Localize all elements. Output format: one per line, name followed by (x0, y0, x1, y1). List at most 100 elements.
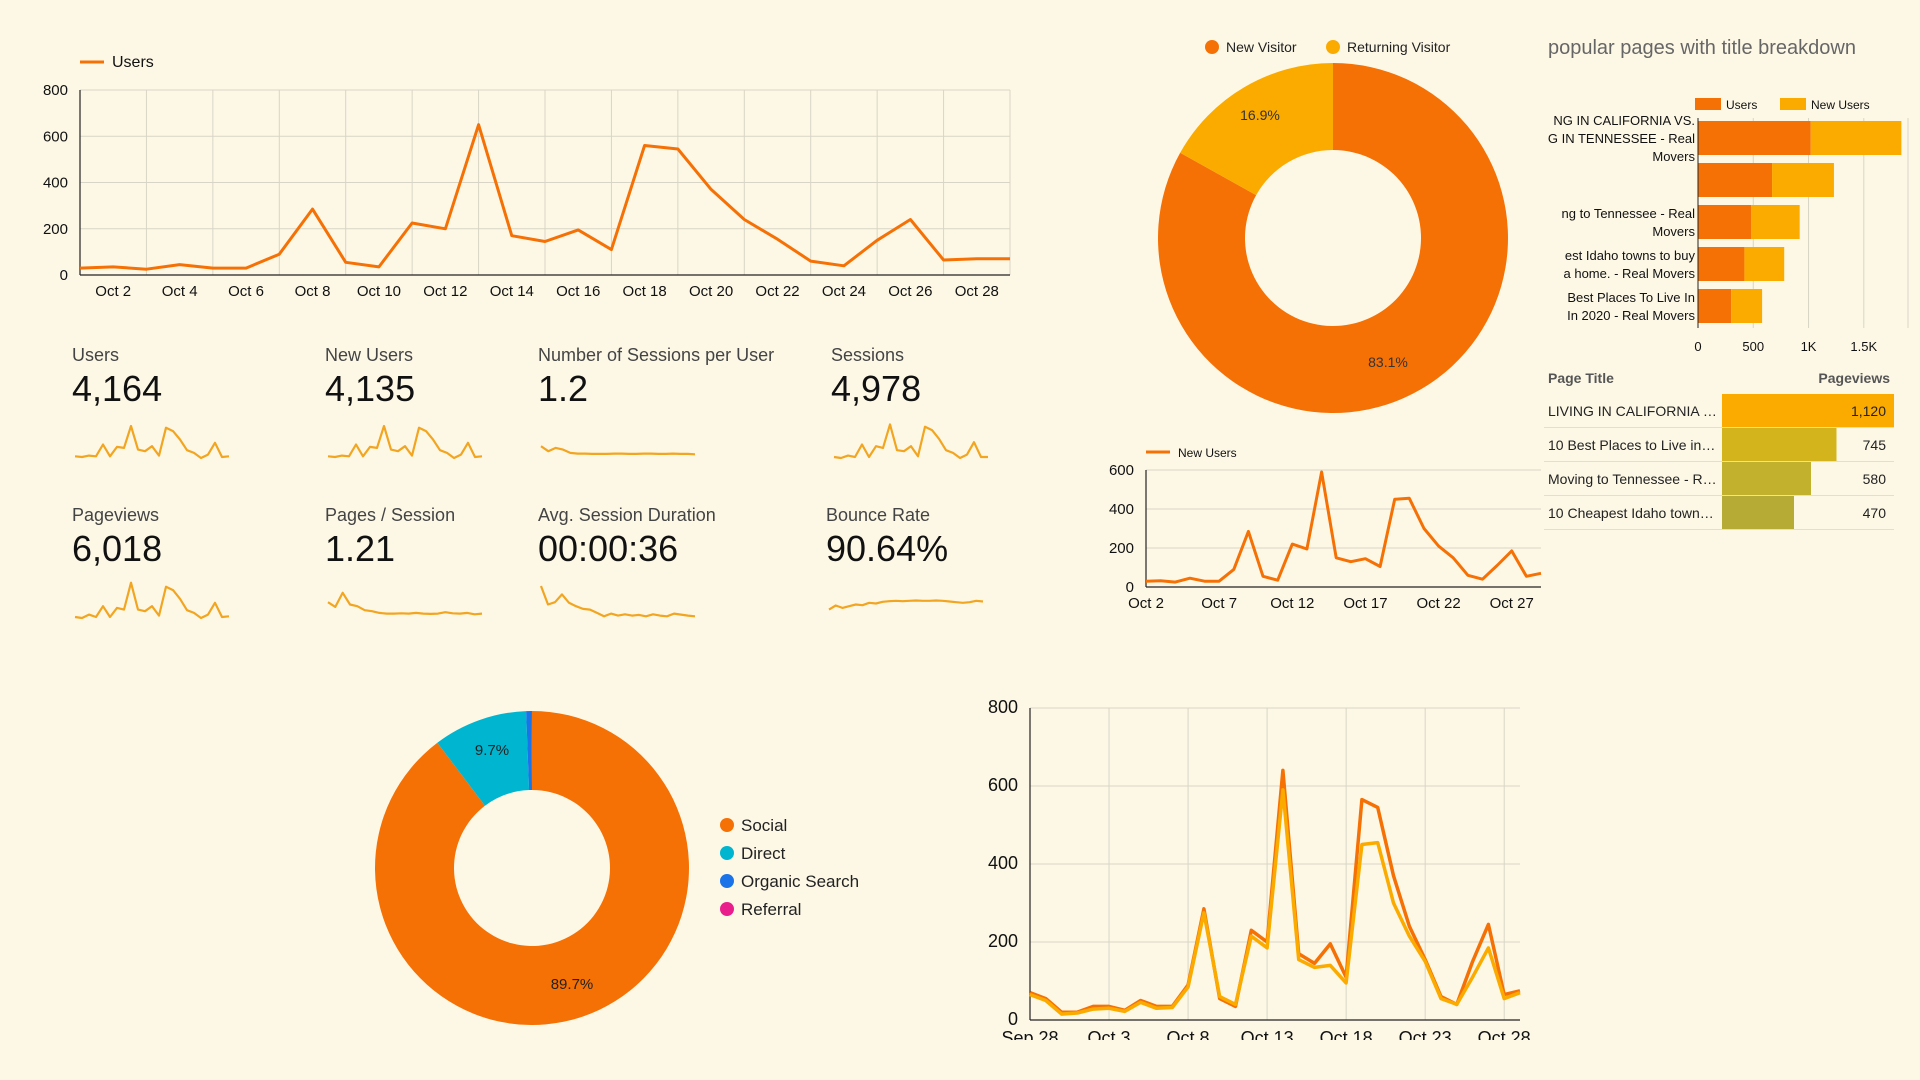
y-tick-label: 200 (1109, 540, 1134, 557)
kpi-pageviews-label: Pageviews (72, 505, 160, 525)
sparkline-path (327, 424, 483, 460)
x-tick-label: Oct 20 (689, 283, 733, 300)
x-tick-label: Oct 27 (1490, 595, 1534, 612)
bar-new-users (1731, 289, 1763, 323)
kpi-users: Users 4,164 (72, 345, 272, 466)
y-tick-label: 200 (43, 221, 68, 238)
legend-organic-search: Organic Search (741, 872, 859, 891)
x-tick-label: Oct 24 (822, 283, 866, 300)
bar-label: a home. - Real Movers (1564, 266, 1696, 281)
x-tick-label: Oct 8 (295, 283, 331, 300)
kpi-pageviews: Pageviews 6,018 (72, 505, 272, 626)
kpi-pageviews-value: 6,018 (72, 528, 163, 569)
x-tick-label: Oct 12 (423, 283, 467, 300)
table-row[interactable]: LIVING IN CALIFORNIA VS. LIVING IN TENNE… (1544, 394, 1894, 428)
bar-users (1698, 247, 1745, 281)
sparkline-path (540, 445, 696, 456)
pageviews-cell: 470 (1722, 495, 1894, 530)
kpi-sessions-per-user-label: Number of Sessions per User (538, 345, 775, 365)
kpi-avg-session-duration-sparkline (539, 585, 696, 618)
slice-label: 16.9% (1240, 107, 1280, 123)
legend-social: Social (741, 816, 787, 835)
x-tick-label: Oct 12 (1270, 595, 1314, 612)
kpi-users-sparkline (74, 424, 230, 460)
kpi-pageviews-sparkline (74, 581, 230, 620)
kpi-avg-session-duration-value: 00:00:36 (538, 528, 679, 569)
series-line-1 (1145, 470, 1542, 584)
page-title-cell: 10 Cheapest Idaho towns to buy a home. -… (1544, 495, 1722, 530)
legend-new-users-swatch (1780, 98, 1806, 110)
legend-label: Users (112, 54, 154, 71)
y-tick-label: 400 (1109, 501, 1134, 518)
y-tick-label: 800 (988, 697, 1018, 717)
sparkline-path (74, 424, 230, 460)
legend-label: New Users (1178, 446, 1237, 460)
x-tick-label: Oct 10 (357, 283, 401, 300)
pageviews-cell: 1,120 (1722, 394, 1894, 428)
table-row[interactable]: Moving to Tennessee - Real Movers 580 (1544, 461, 1894, 496)
y-tick-label: 400 (43, 175, 68, 192)
x-tick-label: 500 (1742, 339, 1764, 354)
y-tick-label: 800 (43, 82, 68, 99)
y-tick-label: 600 (1109, 462, 1134, 479)
kpi-pages-per-session-label: Pages / Session (325, 505, 456, 525)
kpi-bounce-rate-sparkline (828, 599, 984, 611)
kpi-sessions-per-user: Number of Sessions per User 1.2 (538, 345, 775, 466)
legend-swatch (720, 874, 734, 888)
kpi-sessions-per-user-value: 1.2 (538, 368, 589, 409)
x-tick-label: Oct 28 (1478, 1028, 1531, 1040)
bar-label: Movers (1652, 149, 1695, 164)
kpi-pages-per-session-sparkline (327, 591, 483, 616)
kpi-sessions-value: 4,978 (831, 368, 922, 409)
kpi-new-users-label: New Users (325, 345, 414, 365)
pageviews-cell: 745 (1722, 427, 1894, 462)
x-tick-label: Oct 3 (1088, 1028, 1131, 1040)
dual-line-chart: 0 200 400 600 800 Sep 28 Oct 3 Oct 8 Oct 13 Oct 1… (988, 697, 1531, 1040)
pages-bar-chart: Users New Users 0 500 1K 1.5K NG IN CALIFORNIA… (1548, 98, 1909, 354)
column-header-page-title: Page Title (1548, 370, 1614, 386)
legend-new-users: New Users (1811, 98, 1870, 112)
kpi-pages-per-session: Pages / Session 1.21 (325, 505, 525, 626)
bar-label: est Idaho towns to buy (1565, 248, 1696, 263)
x-tick-label: 1K (1801, 339, 1817, 354)
bar-users (1698, 205, 1752, 239)
kpi-new-users: New Users 4,135 (325, 345, 525, 466)
table-row[interactable]: 10 Cheapest Idaho towns to buy a home. -… (1544, 495, 1894, 530)
legend-new-visitor: New Visitor (1226, 39, 1297, 55)
slice-label: 9.7% (475, 742, 509, 759)
kpi-sessions: Sessions 4,978 (831, 345, 1031, 466)
kpi-sessions-sparkline (833, 423, 988, 460)
x-tick-label: Oct 2 (95, 283, 131, 300)
y-tick-label: 0 (1008, 1009, 1018, 1029)
x-tick-label: Oct 13 (1241, 1028, 1294, 1040)
kpi-new-users-sparkline (327, 424, 483, 460)
x-tick-label: Oct 17 (1343, 595, 1387, 612)
y-tick-label: 400 (988, 853, 1018, 873)
x-tick-label: Sep 28 (1001, 1028, 1058, 1040)
y-tick-label: 0 (60, 267, 68, 284)
legend-returning-visitor: Returning Visitor (1347, 39, 1451, 55)
bar-new-users (1744, 247, 1785, 281)
bar-label: NG IN CALIFORNIA VS. (1553, 113, 1695, 128)
users-line-chart: 0 200 400 600 800 Oct 2 Oct 4 Oct 6 Oct 8 Oct 10 O… (43, 54, 1011, 300)
bar-new-users (1751, 205, 1800, 239)
x-tick-label: Oct 16 (556, 283, 600, 300)
slice-referral (531, 711, 532, 791)
y-tick-label: 200 (988, 931, 1018, 951)
table-row[interactable]: 10 Best Places to Live in 2020 - Real Mo… (1544, 427, 1894, 462)
sparkline-path (833, 423, 988, 460)
page-title-cell: Moving to Tennessee - Real Movers (1544, 461, 1722, 496)
x-tick-label: Oct 23 (1399, 1028, 1452, 1040)
kpi-sessions-label: Sessions (831, 345, 905, 365)
x-tick-label: Oct 18 (623, 283, 667, 300)
x-tick-label: 0 (1694, 339, 1701, 354)
kpi-new-users-value: 4,135 (325, 368, 416, 409)
x-tick-label: Oct 8 (1167, 1028, 1210, 1040)
bar-users (1698, 121, 1811, 155)
x-tick-label: Oct 26 (888, 283, 932, 300)
bar-new-users (1810, 121, 1902, 155)
table-header: Page Title Pageviews (1544, 364, 1894, 394)
x-tick-label: Oct 22 (755, 283, 799, 300)
y-tick-label: 600 (988, 775, 1018, 795)
